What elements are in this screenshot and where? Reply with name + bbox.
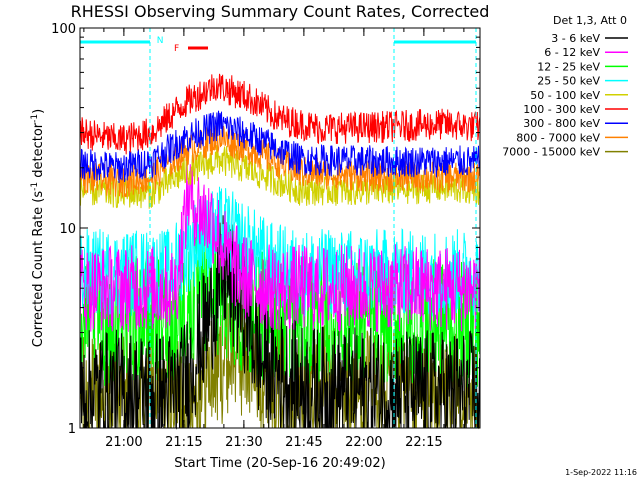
series-line [79, 110, 481, 184]
series-layer [79, 73, 481, 430]
y-axis-label: Corrected Count Rate (s-1 detector-1) [30, 109, 46, 347]
flare-label: F [174, 44, 179, 54]
legend-header: Det 1,3, Att 0 [553, 14, 627, 27]
y-tick-label: 10 [59, 222, 76, 237]
chart-title: RHESSI Observing Summary Count Rates, Co… [71, 2, 490, 21]
x-axis-label: Start Time (20-Sep-16 20:49:02) [174, 456, 385, 471]
legend-label: 6 - 12 keV [544, 46, 600, 59]
legend-label: 100 - 300 keV [523, 103, 600, 116]
x-tick-label: 22:00 [345, 435, 382, 450]
legend-label: 50 - 100 keV [530, 89, 600, 102]
y-tick-label: 100 [51, 22, 76, 37]
legend-label: 12 - 25 keV [537, 60, 600, 73]
y-tick-label: 1 [68, 422, 76, 437]
axes: 1 10 100 21:00 21:15 21:30 21:45 22:00 22:15 [51, 22, 481, 450]
x-tick-label: 21:15 [165, 435, 202, 450]
legend-label: 7000 - 15000 keV [502, 146, 600, 159]
generation-timestamp: 1-Sep-2022 11:16 [565, 468, 637, 477]
y-axis-label-part1: Corrected Count Rate (s [31, 191, 46, 348]
series-line [79, 145, 481, 209]
series-line [79, 186, 481, 318]
y-axis-label-sup1: -1 [30, 182, 40, 191]
y-axis-label-part3: ) [31, 109, 46, 114]
legend-label: 300 - 800 keV [523, 117, 600, 130]
legend-label: 25 - 50 keV [537, 75, 600, 88]
y-axis-label-part2: detector [31, 122, 46, 182]
night-label: N [157, 36, 164, 46]
y-axis-label-sup2: -1 [30, 114, 40, 123]
x-tick-label: 21:30 [225, 435, 262, 450]
x-tick-label: 21:00 [105, 435, 142, 450]
x-tick-label: 22:15 [405, 435, 442, 450]
legend-label: 3 - 6 keV [551, 32, 600, 45]
series-line [79, 159, 481, 332]
x-tick-label: 21:45 [285, 435, 322, 450]
legend-label: 800 - 7000 keV [516, 131, 600, 144]
series-line [79, 73, 481, 155]
